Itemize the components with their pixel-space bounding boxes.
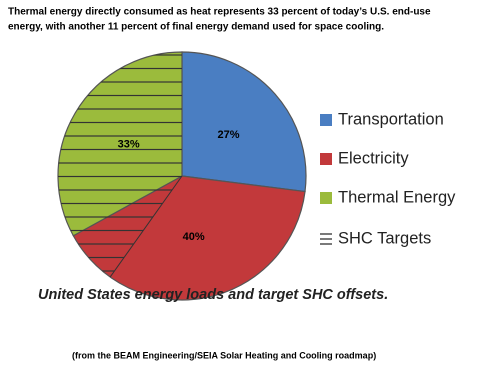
legend-swatch — [320, 192, 332, 204]
legend-label: Thermal Energy — [338, 188, 456, 206]
legend: Transportation Electricity Thermal Energy S… — [320, 110, 456, 247]
caption: United States energy loads and target SH… — [38, 287, 388, 303]
legend-label: Electricity — [338, 149, 409, 167]
shc-hatch — [58, 52, 182, 279]
value-label: 27% — [217, 129, 239, 141]
value-label: 40% — [183, 231, 205, 243]
legend-label: Transportation — [338, 110, 444, 128]
pie: 27% 40% 33% — [57, 51, 307, 301]
title-line: energy, with another 11 percent of final… — [8, 22, 384, 33]
legend-swatch — [320, 153, 332, 165]
legend-label: SHC Targets — [338, 229, 431, 247]
legend-swatch — [320, 114, 332, 126]
title-line: Thermal energy directly consumed as heat… — [8, 7, 431, 18]
source: (from the BEAM Engineering/SEIA Solar He… — [72, 350, 376, 360]
value-label: 33% — [118, 138, 140, 150]
pie-slice — [181, 51, 307, 193]
shc-edge — [109, 175, 183, 278]
